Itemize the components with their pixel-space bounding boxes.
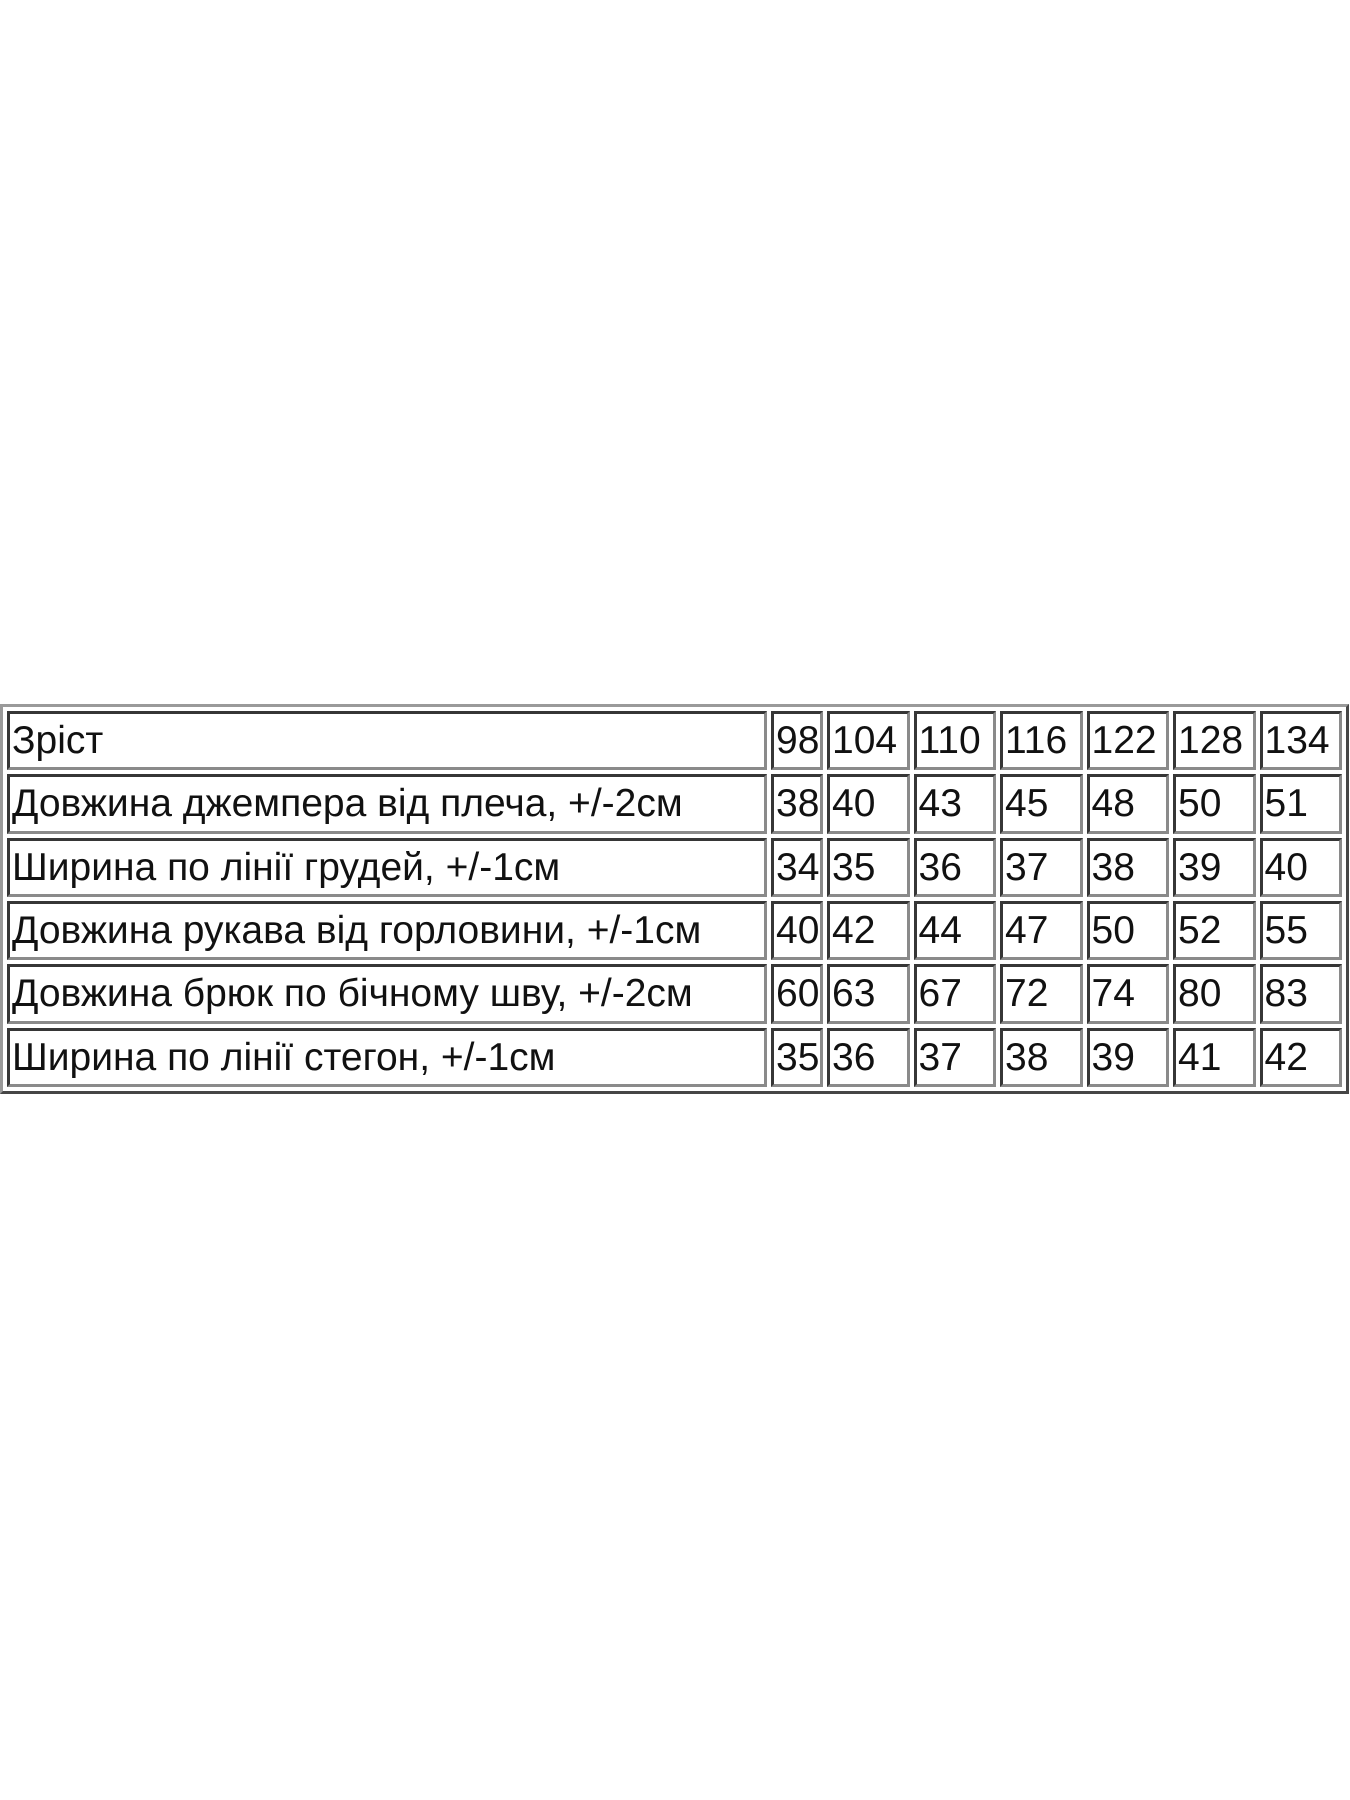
table-cell: 35	[771, 1027, 823, 1087]
table-cell: 67	[913, 964, 996, 1024]
table-row: Ширина по лінії грудей, +/-1см 34 35 36 37 38…	[7, 837, 1342, 897]
table-cell: 39	[1086, 1027, 1169, 1087]
table-row: Довжина рукава від горловини, +/-1см 40 42…	[7, 900, 1342, 961]
table-row: Ширина по лінії стегон, +/-1см 35 36 37 38 39…	[7, 1027, 1342, 1087]
table-cell: 43	[913, 774, 996, 834]
row-label: Ширина по лінії грудей, +/-1см	[7, 837, 767, 897]
table-cell: 134	[1259, 711, 1342, 771]
table-cell: 40	[827, 774, 910, 834]
table-cell: 116	[1000, 711, 1083, 771]
table-cell: 80	[1173, 964, 1256, 1024]
table-row: Довжина брюк по бічному шву, +/-2см 60 63 6…	[7, 964, 1342, 1024]
table-row: Довжина джемпера від плеча, +/-2см 38 40 43…	[7, 774, 1342, 834]
table-cell: 45	[1000, 774, 1083, 834]
table-cell: 55	[1259, 900, 1342, 961]
table-cell: 38	[1000, 1027, 1083, 1087]
table-cell: 47	[1000, 900, 1083, 961]
table-cell: 36	[827, 1027, 910, 1087]
table-cell: 38	[771, 774, 823, 834]
table-cell: 39	[1173, 837, 1256, 897]
size-table: Зріст 98 104 110 116 122 128 134 Довжина джемпер…	[0, 704, 1349, 1094]
table-cell: 122	[1086, 711, 1169, 771]
row-label: Зріст	[7, 711, 767, 771]
table-cell: 52	[1173, 900, 1256, 961]
table-cell: 34	[771, 837, 823, 897]
header-row: Зріст 98 104 110 116 122 128 134	[7, 711, 1342, 771]
table-cell: 74	[1086, 964, 1169, 1024]
table-cell: 50	[1086, 900, 1169, 961]
table-cell: 40	[771, 900, 823, 961]
table-cell: 128	[1173, 711, 1256, 771]
table-cell: 37	[913, 1027, 996, 1087]
row-label: Ширина по лінії стегон, +/-1см	[7, 1027, 767, 1087]
table-cell: 83	[1259, 964, 1342, 1024]
table-cell: 51	[1259, 774, 1342, 834]
table-cell: 72	[1000, 964, 1083, 1024]
table-cell: 110	[913, 711, 996, 771]
table-cell: 63	[827, 964, 910, 1024]
table-cell: 44	[913, 900, 996, 961]
table-cell: 38	[1086, 837, 1169, 897]
table-cell: 36	[913, 837, 996, 897]
row-label: Довжина рукава від горловини, +/-1см	[7, 900, 767, 961]
table-cell: 104	[827, 711, 910, 771]
table-cell: 35	[827, 837, 910, 897]
table-cell: 60	[771, 964, 823, 1024]
table-cell: 41	[1173, 1027, 1256, 1087]
table-cell: 42	[827, 900, 910, 961]
table-cell: 98	[771, 711, 823, 771]
table-cell: 37	[1000, 837, 1083, 897]
table-cell: 40	[1259, 837, 1342, 897]
table-cell: 48	[1086, 774, 1169, 834]
table-cell: 50	[1173, 774, 1256, 834]
row-label: Довжина джемпера від плеча, +/-2см	[7, 774, 767, 834]
row-label: Довжина брюк по бічному шву, +/-2см	[7, 964, 767, 1024]
table-cell: 42	[1259, 1027, 1342, 1087]
